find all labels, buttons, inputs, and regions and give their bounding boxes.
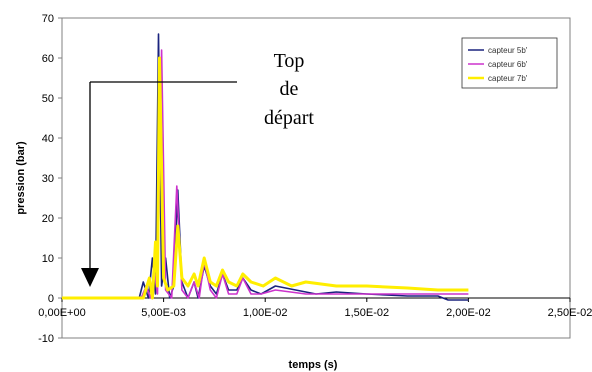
y-tick-label: 20 [42,213,54,225]
y-tick-label: 0 [48,293,54,305]
y-tick-label: 10 [42,253,54,265]
x-tick-label: 1,50E-02 [344,307,389,319]
y-tick-label: 30 [42,173,54,185]
y-tick-label: 50 [42,93,54,105]
x-axis-title: temps (s) [289,359,338,371]
y-tick-label: 40 [42,133,54,145]
y-tick-label: -10 [38,333,54,345]
legend-label: capteur 5b' [488,46,528,55]
x-axis-ticks: 0,00E+00 5,00E-03 1,00E-02 1,50E-02 2,00E-02… [38,298,592,319]
series-line-3 [62,56,469,300]
y-axis-title: pression (bar) [15,141,27,215]
y-axis-ticks: 70 60 50 40 30 20 10 0 -10 [38,13,62,345]
series-layer [62,33,469,301]
y-tick-label: 60 [42,53,54,65]
annotation-line-2: de [280,78,299,100]
annotation-line-3: départ [264,107,314,129]
x-tick-label: 2,50E-02 [548,307,592,319]
legend-label: capteur 6b' [488,60,528,69]
legend-box [461,37,558,89]
y-tick-label: 70 [42,13,54,25]
legend: capteur 5b' capteur 6b' capteur 7b' [461,37,558,89]
legend-label: capteur 7b' [488,74,528,83]
x-tick-label: 2,00E-02 [446,307,491,319]
x-tick-label: 1,00E-02 [243,307,288,319]
x-tick-label: 0,00E+00 [38,307,85,319]
annotation-top-depart: Top de départ [81,50,314,287]
annotation-line-1: Top [274,50,305,72]
x-tick-label: 5,00E-03 [141,307,186,319]
annotation-arrow-head [81,268,99,287]
